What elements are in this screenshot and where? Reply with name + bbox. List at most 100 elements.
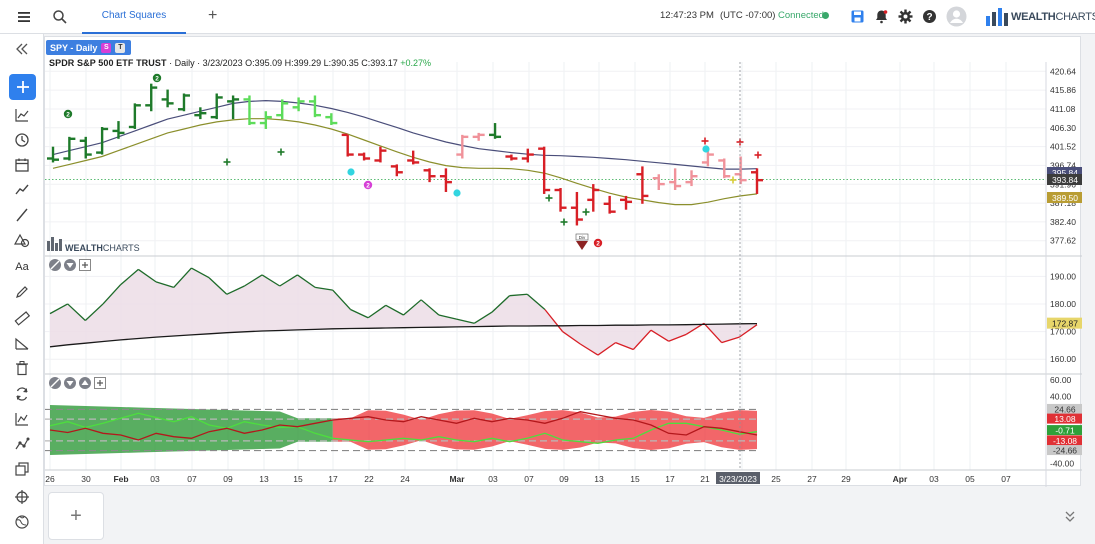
panel-separators <box>45 62 1082 487</box>
collapse-sidebar-icon[interactable] <box>10 38 34 60</box>
ohlc-bar <box>521 148 534 163</box>
ohlc-bar <box>276 99 289 120</box>
price-tag-label: 393.84 <box>1052 175 1078 185</box>
ruler-tool-icon[interactable] <box>10 307 34 329</box>
ohlc-bar <box>538 146 551 194</box>
add-tab-button[interactable]: + <box>208 7 218 24</box>
ohlc-bar <box>390 164 403 177</box>
oscillator-line-seg <box>632 329 652 350</box>
ohlc-bar <box>161 89 174 108</box>
trend-icon[interactable] <box>10 179 34 201</box>
band-series-red <box>49 411 758 441</box>
ohlc-bar <box>751 168 763 194</box>
y-tick-label: 401.52 <box>1050 142 1076 152</box>
add-chart-panel-button[interactable]: + <box>48 492 104 540</box>
x-tick-label: 15 <box>630 474 640 484</box>
y-tick-label: 387.18 <box>1050 198 1076 208</box>
oscillator-line-seg <box>173 267 192 288</box>
x-tick-label: 17 <box>665 474 675 484</box>
y-tick-label: 406.30 <box>1050 123 1076 133</box>
trash-icon[interactable] <box>10 357 34 379</box>
ohlc-bar <box>96 126 109 155</box>
event-marker: Div <box>575 233 589 250</box>
ohlc-bar <box>358 152 371 161</box>
ohlc-bar <box>652 174 665 191</box>
shapes-tool-icon[interactable] <box>10 230 34 252</box>
watermark-bold: WEALTH <box>65 243 103 253</box>
oscillator-2-panel <box>45 405 758 455</box>
oscillator-line-seg <box>403 299 422 316</box>
ohlc-bar <box>472 132 485 141</box>
ohlc-bar <box>210 93 223 120</box>
y-tick-label: 40.00 <box>1050 392 1072 402</box>
panel2-control-down <box>64 259 76 271</box>
badge-s[interactable]: S <box>101 42 112 53</box>
panel2-control-add <box>79 259 91 271</box>
indicators-icon[interactable] <box>10 104 34 126</box>
hamburger-menu-icon[interactable] <box>16 9 32 25</box>
wealthcharts-logo: WEALTHCHARTS <box>985 7 1095 27</box>
globe-icon[interactable] <box>10 511 34 533</box>
plus-marker <box>223 158 231 166</box>
oscillator-line-seg <box>385 304 404 316</box>
add-indicator-button[interactable] <box>9 74 36 100</box>
gear-icon[interactable] <box>898 9 913 24</box>
x-tick-label: 13 <box>259 474 269 484</box>
y-tick-label: 411.08 <box>1050 104 1076 114</box>
crosshair-icon[interactable] <box>10 486 34 508</box>
layers-icon[interactable] <box>10 458 34 480</box>
alerts-bell-icon[interactable] <box>874 9 889 24</box>
price-tag-label: 395.84 <box>1052 168 1078 178</box>
panel3-control-down <box>64 377 76 389</box>
oscillator-line-seg <box>315 286 333 291</box>
x-tick-label: 27 <box>807 474 817 484</box>
symbol-tab[interactable]: SPY - Daily S T <box>46 40 132 55</box>
badge-t[interactable]: T <box>115 42 126 53</box>
price-tag-label: 13.08 <box>1054 414 1076 424</box>
help-icon[interactable]: ? <box>922 9 937 24</box>
ohlc-bar <box>505 154 518 161</box>
chart-type-icon[interactable] <box>10 408 34 430</box>
oscillator-line-seg <box>615 342 634 351</box>
tab-chart-squares[interactable]: Chart Squares <box>82 0 186 34</box>
trendline-tool-icon[interactable] <box>10 204 34 226</box>
oscillator-line-seg <box>579 343 599 356</box>
ohlc-bar <box>685 170 698 187</box>
save-icon[interactable] <box>851 10 864 23</box>
measure-tool-icon[interactable] <box>10 332 34 354</box>
scatter-icon[interactable] <box>10 433 34 455</box>
oscillator-line-seg <box>491 295 510 313</box>
signal-green-label: 2 <box>155 76 159 83</box>
panel2-control-hide <box>49 259 61 271</box>
ohlc-bar <box>407 150 420 165</box>
clock-icon[interactable] <box>10 129 34 151</box>
oscillator-1-panel <box>49 267 758 356</box>
oscillator-line-seg <box>668 333 687 342</box>
signal-red-label: 2 <box>596 241 600 248</box>
oscillator-line-seg <box>208 277 228 295</box>
plus-marker <box>560 218 568 226</box>
text-tool-icon[interactable]: Aa <box>15 261 29 273</box>
search-icon[interactable] <box>52 9 68 25</box>
y-tick-label: 170.00 <box>1050 327 1076 337</box>
calendar-icon[interactable] <box>10 154 34 176</box>
panel3-control-hide <box>49 377 61 389</box>
oscillator-signal-line <box>49 322 758 348</box>
sync-icon[interactable] <box>10 383 34 405</box>
logo-light-text: CHARTS <box>1055 11 1095 23</box>
price-tag <box>1047 317 1082 329</box>
pencil-tool-icon[interactable] <box>10 281 34 303</box>
ohlc-readout: SPDR S&P 500 ETF TRUST · Daily · 3/23/20… <box>49 58 431 68</box>
chevron-down-icon[interactable] <box>1062 508 1078 524</box>
user-avatar-icon[interactable] <box>946 6 967 27</box>
connection-status: Connected <box>778 10 824 21</box>
change-percent: +0.27% <box>400 58 432 68</box>
oscillator-line-seg <box>84 303 104 321</box>
price-tag <box>1047 413 1082 424</box>
y-tick-label: -40.00 <box>1050 458 1074 468</box>
chart-panel[interactable]: 2 2 2 2 Div WEALTHCHARTS 26 30 Feb 03 07 09 13 15 17 2… <box>44 36 1082 487</box>
ohlc-values: · Daily · 3/23/2023 O:395.09 H:399.29 L:… <box>169 58 398 68</box>
price-tag-label: -0.71 <box>1055 426 1075 436</box>
